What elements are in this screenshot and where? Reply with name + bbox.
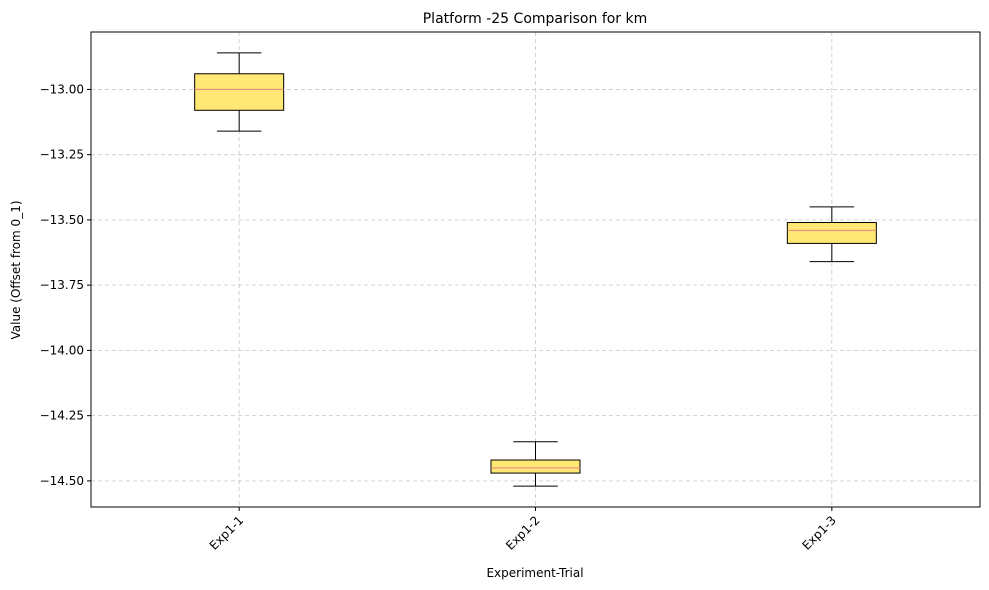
y-axis-label: Value (Offset from 0_1)	[9, 200, 23, 339]
y-tick-label: −14.50	[40, 474, 84, 488]
y-tick-label: −13.25	[40, 148, 84, 162]
y-axis-ticks: −13.00 −13.25 −13.50 −13.75 −14.00 −14.25 −14.…	[40, 82, 91, 488]
iqr-box	[490, 459, 581, 474]
x-tick-label: Exp1-2	[503, 513, 543, 553]
y-tick-label: −13.50	[40, 213, 84, 227]
box-exp1-2	[490, 441, 581, 487]
y-tick-label: −14.25	[40, 409, 84, 423]
iqr-box	[786, 222, 877, 244]
x-axis-label: Experiment-Trial	[486, 566, 583, 580]
boxes	[194, 52, 877, 487]
x-tick-label: Exp1-3	[799, 513, 839, 553]
x-tick-label: Exp1-1	[207, 513, 247, 553]
iqr-box	[194, 73, 285, 111]
y-tick-label: −14.00	[40, 343, 84, 357]
y-tick-label: −13.00	[40, 82, 84, 96]
box-exp1-1	[194, 52, 285, 132]
y-tick-label: −13.75	[40, 278, 84, 292]
box-exp1-3	[786, 206, 877, 263]
x-axis-ticks: Exp1-1 Exp1-2 Exp1-3	[207, 507, 839, 553]
chart-title: Platform -25 Comparison for km	[423, 11, 648, 27]
